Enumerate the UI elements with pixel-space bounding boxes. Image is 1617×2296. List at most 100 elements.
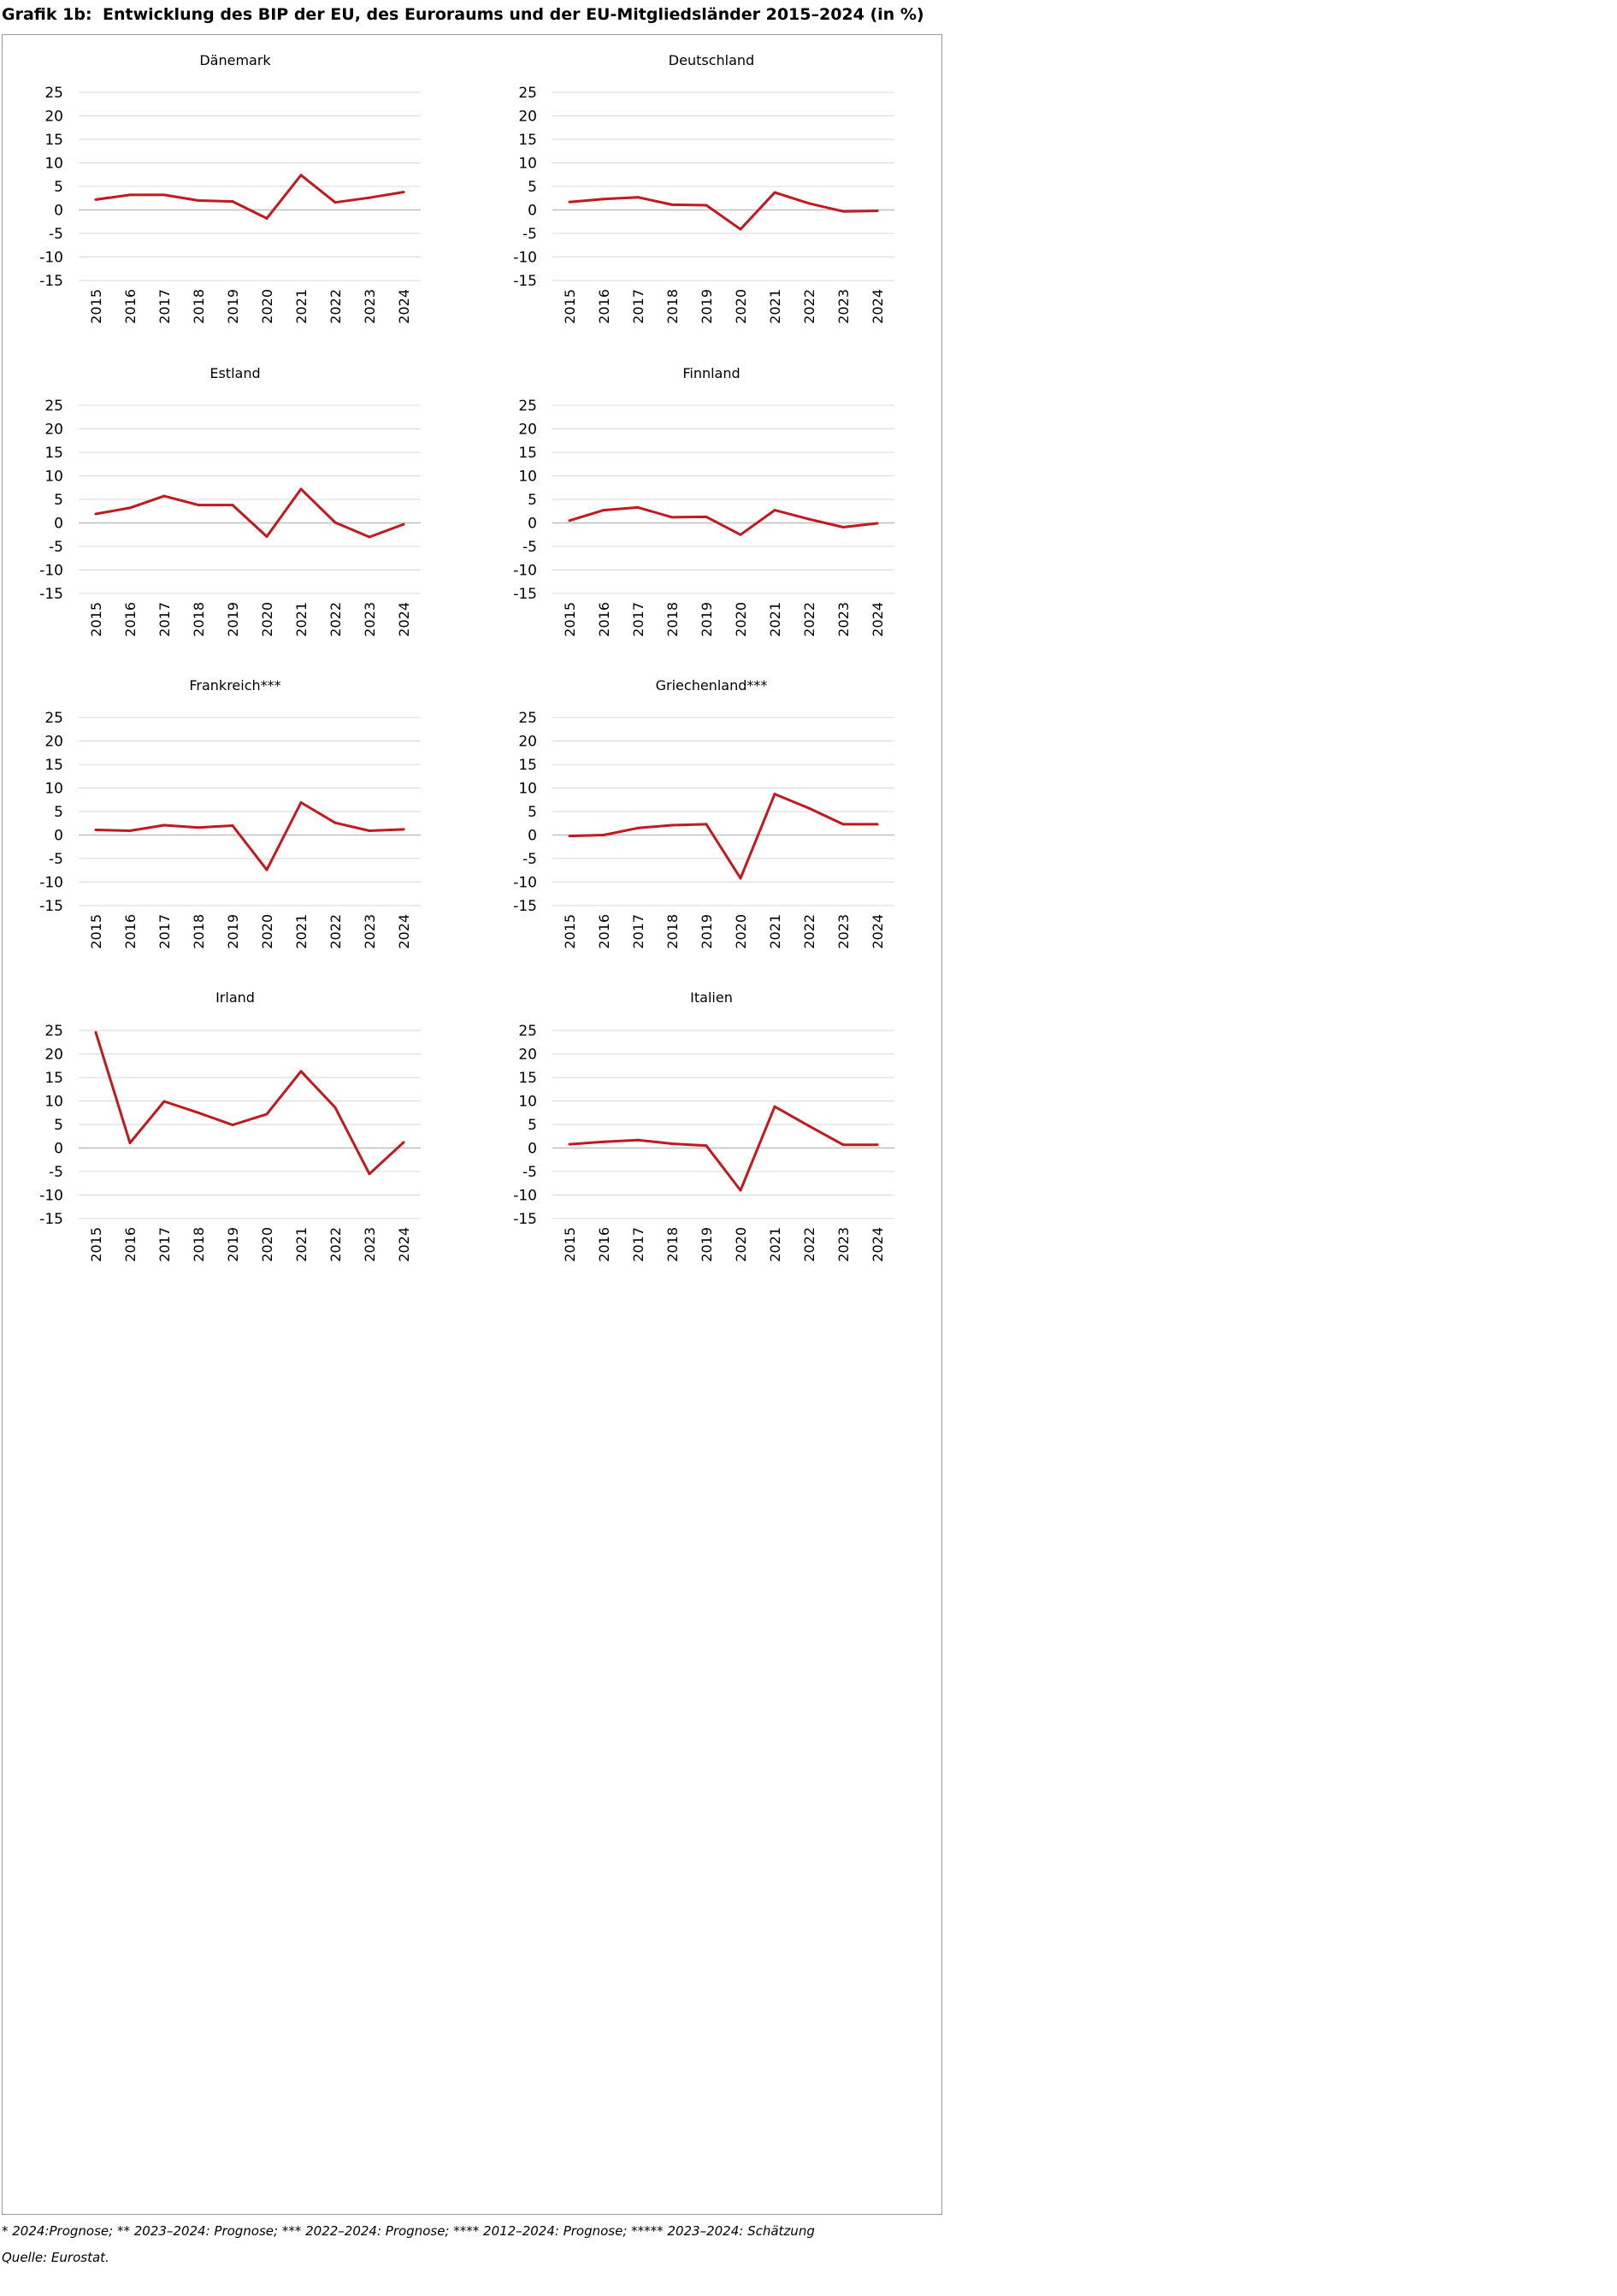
x-tick-label: 2019: [699, 289, 715, 324]
data-point: [568, 519, 571, 522]
data-point: [739, 227, 742, 231]
y-tick-label: -10: [513, 1188, 537, 1205]
y-tick-label: 10: [44, 1094, 63, 1111]
y-tick-label: -10: [513, 563, 537, 580]
x-tick-label: 2023: [362, 602, 378, 637]
y-tick-label: 20: [44, 422, 63, 439]
y-tick-label: -10: [39, 875, 63, 892]
data-point: [705, 204, 708, 207]
y-tick-label: 0: [54, 203, 63, 220]
y-tick-label: 10: [44, 156, 63, 173]
x-tick-label: 2021: [767, 914, 783, 949]
x-tick-label: 2024: [870, 602, 886, 637]
y-tick-label: -5: [522, 226, 537, 243]
y-tick-label: 10: [518, 781, 537, 798]
data-point: [197, 199, 200, 202]
x-tick-label: 2024: [870, 289, 886, 324]
data-point: [876, 823, 879, 826]
y-tick-label: -10: [39, 1188, 63, 1205]
x-tick-label: 2021: [293, 289, 310, 324]
y-tick-label: 20: [44, 1047, 63, 1064]
x-tick-label: 2024: [396, 602, 412, 637]
data-point: [333, 521, 337, 524]
x-tick-label: 2018: [191, 914, 207, 949]
data-point: [739, 876, 742, 880]
x-tick-label: 2017: [630, 914, 646, 949]
y-tick-label: 0: [54, 1141, 63, 1158]
y-tick-label: 10: [518, 1094, 537, 1111]
data-point: [265, 534, 269, 538]
x-tick-label: 2021: [293, 914, 310, 949]
x-tick-label: 2018: [191, 289, 207, 324]
chart-title: Estland: [210, 365, 260, 381]
data-point: [368, 196, 371, 199]
series-line: [94, 1031, 405, 1176]
data-point: [636, 826, 640, 829]
data-point: [876, 522, 879, 525]
data-point: [299, 174, 303, 177]
x-tick-label: 2024: [870, 1227, 886, 1262]
y-tick-label: 15: [44, 757, 63, 774]
data-point: [876, 210, 879, 213]
data-point: [807, 202, 811, 205]
data-point: [333, 201, 337, 204]
data-point: [670, 203, 674, 206]
data-point: [705, 823, 708, 826]
y-tick-label: 20: [518, 1047, 537, 1064]
y-tick-label: -5: [522, 1164, 537, 1181]
y-tick-label: 5: [54, 804, 63, 821]
x-tick-label: 2020: [733, 602, 749, 637]
data-point: [670, 1142, 674, 1146]
x-tick-label: 2019: [225, 289, 241, 324]
x-tick-label: 2019: [699, 914, 715, 949]
x-tick-label: 2020: [733, 289, 749, 324]
x-tick-label: 2015: [88, 914, 104, 949]
data-point: [94, 198, 97, 201]
y-tick-label: -5: [522, 851, 537, 868]
series-line: [569, 191, 878, 231]
x-tick-label: 2018: [664, 1227, 681, 1262]
data-point: [265, 868, 269, 871]
y-tick-label: 15: [518, 757, 537, 774]
y-tick-label: -5: [49, 539, 63, 556]
x-tick-label: 2017: [156, 1227, 173, 1262]
x-tick-label: 2019: [225, 1227, 241, 1262]
chart-title: Irland: [215, 989, 255, 1006]
data-point: [368, 1172, 371, 1176]
y-tick-label: -15: [513, 898, 537, 915]
x-tick-label: 2023: [835, 1227, 852, 1262]
data-point: [636, 505, 640, 509]
x-tick-label: 2016: [596, 602, 612, 637]
x-tick-label: 2021: [293, 602, 310, 637]
data-point: [265, 216, 269, 220]
data-point: [705, 1144, 708, 1148]
data-point: [368, 829, 371, 833]
x-tick-label: 2021: [293, 1227, 310, 1262]
data-point: [807, 1124, 811, 1128]
y-tick-label: 0: [528, 516, 537, 533]
x-tick-label: 2022: [801, 289, 817, 324]
data-point: [128, 506, 132, 510]
data-point: [705, 515, 708, 518]
x-tick-label: 2024: [396, 1227, 412, 1262]
x-tick-label: 2017: [630, 1227, 646, 1262]
data-point: [807, 517, 811, 521]
x-tick-label: 2016: [122, 1227, 139, 1262]
x-tick-label: 2016: [596, 1227, 612, 1262]
chart-title: Dänemark: [199, 52, 271, 68]
x-tick-label: 2022: [328, 602, 344, 637]
data-point: [299, 801, 303, 805]
x-tick-label: 2018: [191, 602, 207, 637]
data-point: [128, 829, 132, 833]
x-tick-label: 2022: [328, 914, 344, 949]
data-point: [402, 522, 405, 526]
x-tick-label: 2018: [664, 914, 681, 949]
y-tick-label: 25: [518, 1023, 537, 1040]
data-point: [128, 193, 132, 197]
data-point: [773, 509, 776, 512]
x-tick-label: 2015: [562, 289, 578, 324]
data-point: [568, 835, 571, 838]
